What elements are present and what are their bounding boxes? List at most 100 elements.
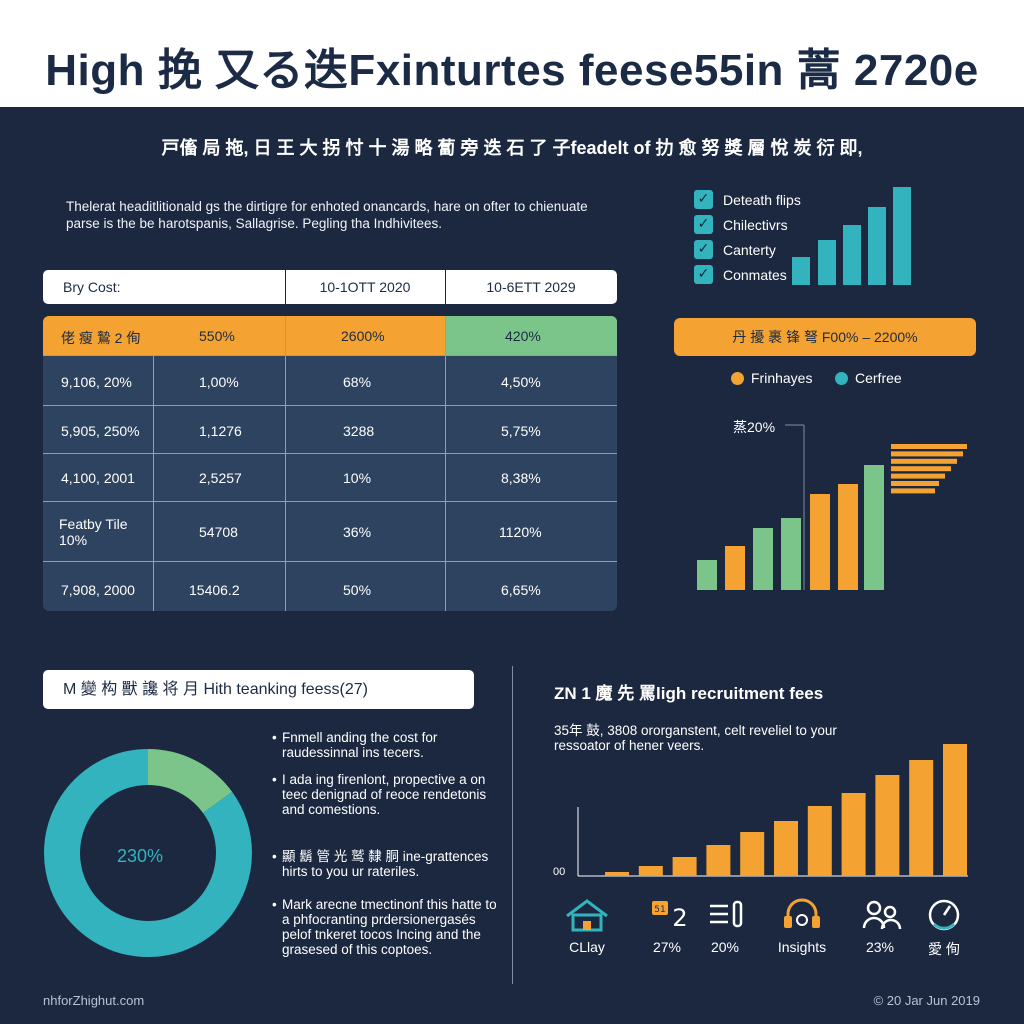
table-cell: 佬 瘦 鷙 2 侚 [61,330,141,346]
bar-mark [781,518,801,590]
hbar-mark [891,481,939,486]
section-title-teaching-fees: M 變 构 獸 讒 将 月 Hith teanking feess(27) [43,670,474,709]
hbar-mark [891,466,951,472]
icon-label: 愛 侚 [928,941,960,957]
table-cell: 6,65% [501,582,541,598]
legend-label: Frinhayes [751,370,813,386]
bar-mark [792,257,810,285]
table-row: 4,100, 2001 2,5257 10% 8,38% [43,454,617,502]
table-cell: 1120% [499,524,542,540]
legend-check-label: Deteath flips [723,192,801,208]
bar-mark [774,821,798,876]
table-cell: 1,00% [199,374,239,390]
legend-check-label: Chilectivrs [723,217,788,233]
bar-mark [868,207,886,285]
table-header-cell: 10-6ETT 2029 [486,279,576,295]
hbar-mark [891,473,945,479]
checkbox-icon[interactable]: ✓ [694,240,713,259]
hbar-mark [891,488,935,494]
table-cell: 5,905, 250% [61,423,140,439]
bar-mark [810,494,830,590]
bar-mark [864,465,884,590]
bar-mark [893,187,911,285]
icon-label: 20% [710,939,740,955]
highlight-cell-green [445,316,617,355]
footer-source: nhforZhighut.com [43,993,145,1008]
table-cell: 50% [343,582,372,598]
gauge-icon [928,899,960,931]
legend-swatch-teal [835,372,848,385]
bar-mark [725,546,745,590]
intro-text: Thelerat headitlitionald gs the dirtigre… [66,199,588,231]
table-cell: 2600% [341,328,385,344]
table-row: 5,905, 250% 1,1276 3288 5,75% [43,406,617,454]
legend-check-label: Canterty [723,242,776,258]
list-item: Mark arecne tmectinonf this hatte to a p… [272,897,502,957]
bar-mark [672,857,697,876]
legend-check-label: Conmates [723,267,787,283]
table-column-divider [445,316,446,611]
page-subtitle: 戸傗 局 拖, 日 王 大 拐 忖 十 湯 略 蔔 旁 迭 石 了 子feade… [161,138,863,158]
bar-mark [706,845,731,876]
table-cell: 4,50% [501,374,541,390]
bar-mark [605,872,629,876]
bar-mark [697,560,717,590]
list-item: 顯 鬍 管 光 鹫 隸 胴 ine-grattences hirts to yo… [272,849,502,879]
bar-mark [807,806,832,876]
table-row: 9,106, 20% 1,00% 68% 4,50% [43,356,617,406]
page-title: High 挽 又る迭Fxinturtes feese55in 蒿 2720e [45,46,979,95]
hbar-mark [891,451,963,457]
axis-zero-label: 00 [553,866,566,878]
table-cell: 9,106, 20% [61,374,132,390]
chat-badge-number: 51 [654,905,665,915]
table-column-divider [285,316,286,611]
table-cell: 10% [343,470,372,486]
table-cell: 420% [505,328,541,344]
chat-badge-icon: 51 2 [652,901,688,932]
headset-icon [784,898,820,928]
table-column-divider [153,356,154,611]
donut-center-label: 230% [117,846,164,866]
table-cell: 5,75% [501,423,541,439]
section-divider [512,666,513,984]
chat-number: 2 [672,904,687,932]
table-cell: Featby Tile 10% [59,516,128,548]
table-cell: 4,100, 2001 [61,470,135,486]
legend-label: Cerfree [855,370,902,386]
recruitment-subtitle: 35年 鼓, 3808 ororganstent, celt reveliel … [554,723,837,753]
legend-swatch-orange [731,372,744,385]
bar-mark [909,760,934,876]
bar-mark [841,793,866,876]
table-cell: 54708 [199,524,238,540]
table-row: Featby Tile 10% 54708 36% 1120% [43,502,617,562]
table-cell: 15406.2 [189,582,240,598]
table-cell: 7,908, 2000 [61,582,135,598]
footer-copyright: © 20 Jar Jun 2019 [873,993,980,1008]
checkbox-icon[interactable]: ✓ [694,265,713,284]
recruitment-title: ZN 1 魔 先 罵ligh recruitment fees [554,684,824,703]
icon-label: Insights [777,939,827,955]
list-icon [710,900,743,928]
table-cell: 2,5257 [199,470,242,486]
range-banner: 丹 擾 裹 锋 弩 F00% – 2200% [674,318,976,356]
checkbox-icon[interactable]: ✓ [694,215,713,234]
chart-annotation: 蒸20% [733,419,776,435]
checkbox-icon[interactable]: ✓ [694,190,713,209]
table-header-divider [285,270,286,304]
list-item: I ada ing firenlont, propective a on tee… [272,772,502,817]
data-table: 佬 瘦 鷙 2 侚 550% 2600% 420% 9,106, 20% 1,0… [43,316,617,611]
table-cell: 8,38% [501,470,541,486]
bar-mark [740,832,765,876]
bar-mark [638,866,663,876]
icon-label: 27% [652,939,682,955]
table-row-highlight: 佬 瘦 鷙 2 侚 550% 2600% 420% [43,316,617,356]
table-row: 7,908, 2000 15406.2 50% 6,65% [43,562,617,611]
house-icon [566,899,608,932]
bar-mark [943,744,967,876]
table-cell: 36% [343,524,372,540]
table-header-cell: Bry Cost: [63,279,121,295]
bar-mark [753,528,773,590]
donut-slice [44,749,252,957]
hbar-mark [891,458,957,464]
